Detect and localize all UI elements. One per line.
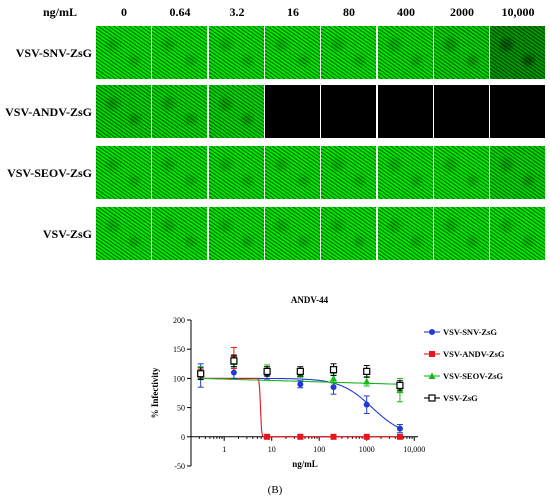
x-tick-label: 1000 — [359, 445, 375, 454]
well-image — [209, 207, 264, 260]
y-axis-label: % Infectivity — [150, 367, 160, 418]
unit-header: ng/mL — [42, 5, 77, 19]
well-image — [152, 85, 207, 138]
legend-label: VSV-ZsG — [443, 393, 478, 403]
y-tick-label: 0 — [181, 433, 185, 442]
concentration-header: 400 — [397, 5, 415, 19]
x-tick-label: 10 — [268, 445, 276, 454]
well-image — [490, 146, 545, 199]
well-image — [265, 26, 320, 79]
legend-label: VSV-ANDV-ZsG — [443, 349, 505, 359]
concentration-header: 3.2 — [229, 5, 245, 19]
row-label: VSV-SNV-ZsG — [15, 46, 92, 60]
concentration-header: 2000 — [450, 5, 474, 19]
well-image — [321, 26, 376, 79]
y-tick-label: 100 — [173, 374, 185, 383]
y-tick-label: -50 — [174, 462, 185, 471]
well-image — [265, 146, 320, 199]
well-image — [490, 207, 545, 260]
well-image — [434, 85, 489, 138]
data-point — [330, 384, 337, 391]
data-point — [363, 433, 370, 440]
row-label: VSV-ZsG — [42, 227, 92, 241]
concentration-header: 10,000 — [501, 5, 535, 19]
well-image — [378, 207, 433, 260]
concentration-header: 0 — [121, 5, 127, 19]
data-point — [396, 433, 403, 440]
well-image — [434, 146, 489, 199]
data-point — [197, 370, 205, 378]
well-image — [96, 85, 151, 138]
data-point — [264, 433, 271, 440]
well-image — [96, 26, 151, 79]
concentration-header: 16 — [287, 5, 299, 19]
panel-b-chart: ANDV-44 -50 0 50 100 150 200 1 10 100 1000 10,000 ng… — [0, 290, 550, 499]
data-point — [329, 366, 338, 374]
well-image — [152, 26, 207, 79]
panel-label: (B) — [267, 484, 283, 496]
legend-marker — [429, 329, 435, 335]
row-label: VSV-ANDV-ZsG — [5, 105, 92, 119]
well-image — [265, 85, 320, 138]
x-tick-label: 100 — [313, 445, 325, 454]
data-point — [363, 401, 370, 408]
legend-marker — [429, 351, 435, 357]
x-axis-label: ng/mL — [292, 459, 318, 469]
data-point — [230, 369, 237, 376]
well-image — [265, 207, 320, 260]
well-image — [321, 146, 376, 199]
data-point — [363, 377, 371, 385]
chart-title: ANDV-44 — [291, 295, 329, 305]
well-image — [434, 207, 489, 260]
well-image — [490, 85, 545, 138]
y-tick-label: 50 — [177, 404, 185, 413]
well-image — [96, 207, 151, 260]
panel-a-well-grid: ng/mL 0 0.64 3.2 16 80 400 2000 10,000 VSV-SNV-… — [5, 5, 545, 260]
well-image — [96, 146, 151, 199]
data-point — [297, 381, 304, 388]
well-image — [490, 26, 545, 79]
well-image — [321, 207, 376, 260]
row-label: VSV-SEOV-ZsG — [7, 166, 92, 180]
data-point — [297, 433, 304, 440]
data-point — [330, 374, 338, 382]
well-image — [378, 26, 433, 79]
data-point — [396, 381, 404, 390]
x-tick-label: 1 — [222, 445, 226, 454]
x-tick-label: 10,000 — [403, 445, 425, 454]
well-image — [321, 85, 376, 138]
well-image — [378, 85, 433, 138]
legend-label: VSV-SNV-ZsG — [443, 327, 497, 337]
concentration-header: 80 — [343, 5, 355, 19]
legend-marker — [428, 372, 436, 379]
data-point — [363, 367, 371, 375]
well-image — [152, 146, 207, 199]
data-point — [296, 367, 304, 375]
well-image — [209, 85, 264, 138]
y-tick-label: 200 — [173, 316, 185, 325]
concentration-header: 0.64 — [169, 5, 191, 19]
well-image — [378, 146, 433, 199]
well-image — [209, 26, 264, 79]
data-point — [230, 357, 238, 365]
legend-marker — [428, 394, 436, 402]
legend-label: VSV-SEOV-ZsG — [443, 371, 504, 381]
data-point — [330, 433, 337, 440]
data-point — [263, 367, 271, 375]
data-point — [396, 425, 403, 432]
y-tick-label: 150 — [173, 345, 185, 354]
well-image — [152, 207, 207, 260]
well-image — [434, 26, 489, 79]
well-image — [209, 146, 264, 199]
dose-response-chart: ANDV-44 -50 0 50 100 150 200 1 10 100 1000 10,000 ng… — [150, 295, 505, 471]
